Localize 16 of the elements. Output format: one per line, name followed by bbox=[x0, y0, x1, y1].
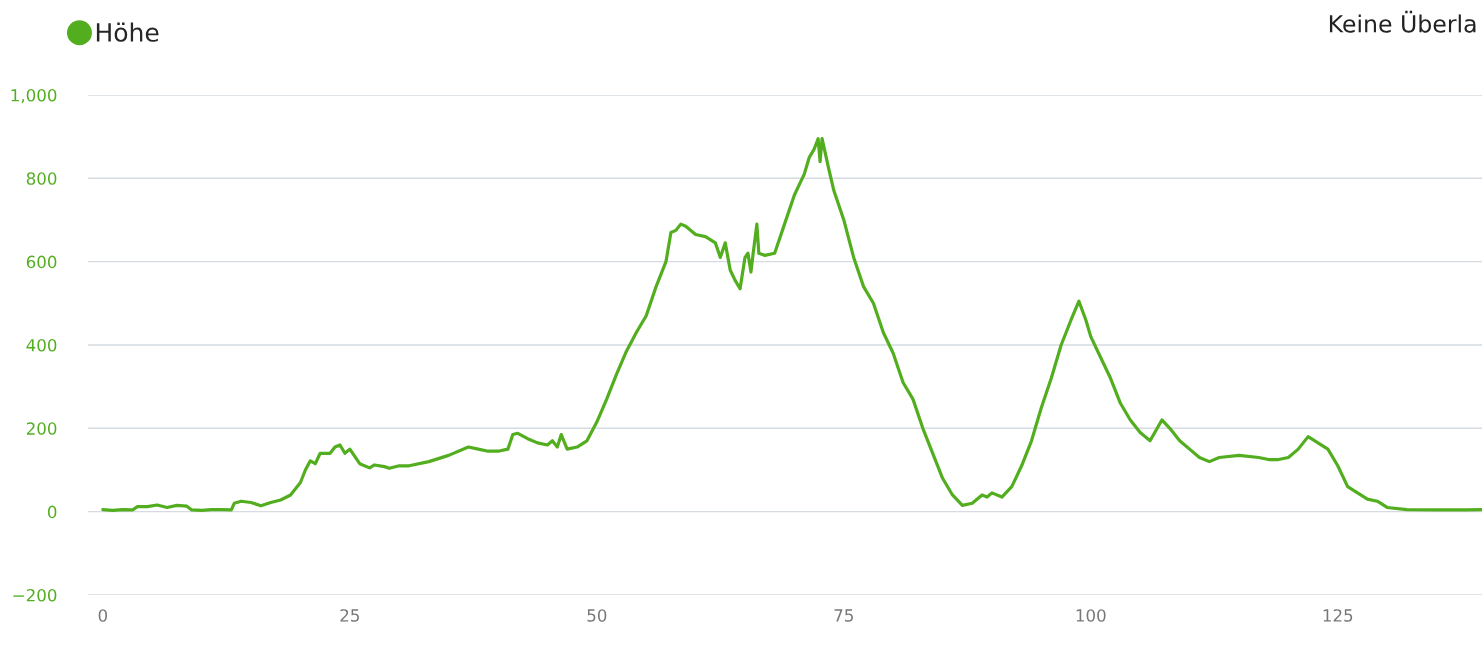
y-tick-label: 800 bbox=[26, 172, 57, 185]
x-tick-label: 75 bbox=[834, 609, 853, 622]
y-tick-label: 1,000 bbox=[11, 88, 57, 104]
y-tick-label: 600 bbox=[26, 255, 57, 269]
x-tick-label: 0 bbox=[98, 609, 108, 622]
y-tick-label: 200 bbox=[26, 422, 57, 435]
x-tick-label: 100 bbox=[1076, 609, 1106, 622]
x-tick-label: 50 bbox=[587, 609, 607, 622]
x-tick-label: 25 bbox=[340, 609, 359, 622]
y-tick-label: 400 bbox=[26, 338, 57, 352]
y-tick-label: −200 bbox=[13, 588, 57, 602]
y-tick-label: 0 bbox=[47, 505, 57, 519]
legend-label: Höhe bbox=[96, 22, 159, 42]
text: Keine Überla bbox=[1329, 10, 1476, 33]
x-tick-label: 125 bbox=[1323, 609, 1353, 622]
line-series bbox=[101, 137, 1482, 512]
